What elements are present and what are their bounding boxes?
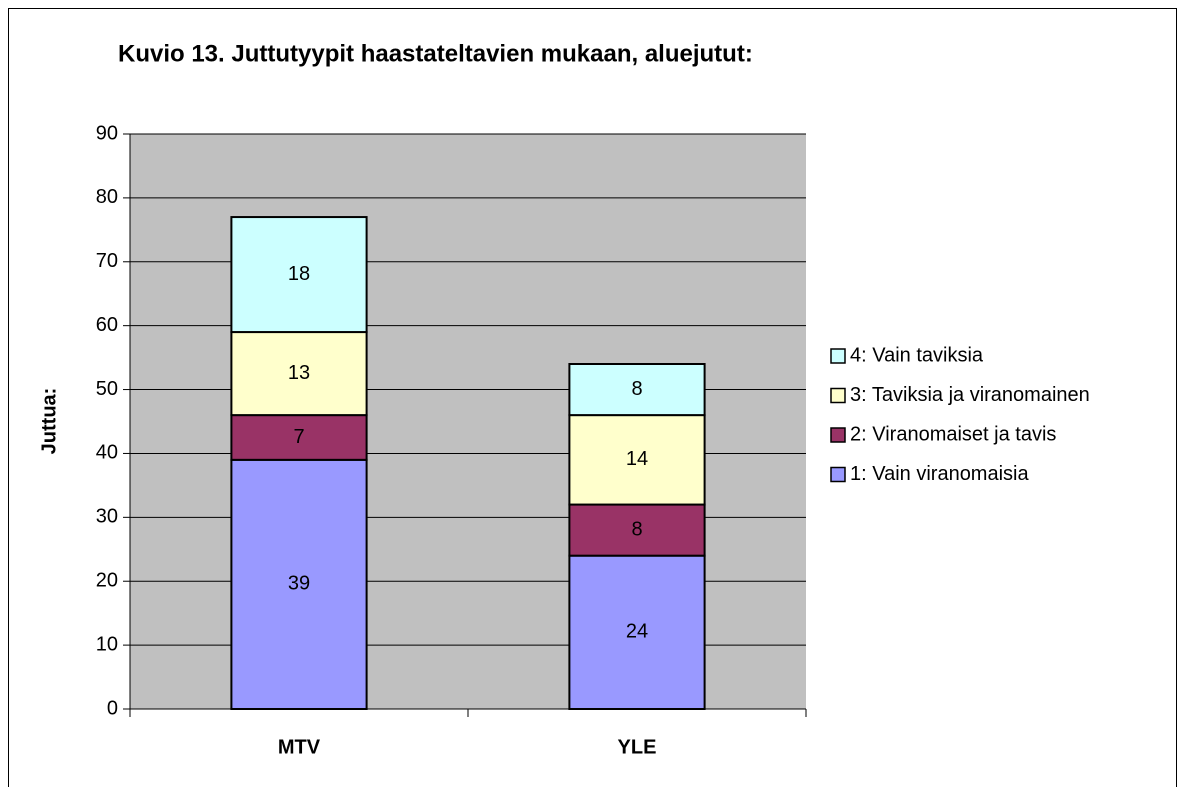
- legend-swatch: [830, 387, 846, 404]
- data-label: 8: [631, 518, 642, 540]
- data-label: 39: [288, 573, 310, 595]
- y-tick-label: 0: [107, 697, 118, 719]
- bar-segment: [230, 331, 368, 417]
- y-tick-label: 40: [96, 442, 118, 464]
- legend-swatch: [830, 427, 846, 443]
- y-tick-label: 80: [96, 186, 118, 208]
- legend-label: 4: Vain taviksia: [850, 344, 984, 366]
- x-tick-label: MTV: [278, 736, 321, 758]
- data-label: 8: [631, 378, 642, 400]
- y-tick-label: 50: [96, 378, 118, 400]
- y-axis-label: Juttua:: [38, 388, 60, 455]
- legend-swatch: [830, 466, 846, 483]
- data-label: 24: [626, 621, 648, 643]
- legend-label: 2: Viranomaiset ja tavis: [850, 423, 1056, 445]
- y-tick-label: 60: [96, 314, 118, 336]
- legend-label: 1: Vain viranomaisia: [850, 463, 1029, 485]
- data-label: 13: [288, 362, 310, 384]
- y-tick-label: 90: [96, 122, 118, 144]
- legend-swatch: [830, 348, 846, 364]
- x-tick-label: YLE: [618, 736, 657, 758]
- bar-segment: [568, 363, 706, 417]
- y-tick-label: 30: [96, 506, 118, 528]
- legend-label: 3: Taviksia ja viranomainen: [850, 384, 1090, 406]
- y-tick-label: 20: [96, 570, 118, 592]
- bar-segment: [230, 216, 368, 334]
- data-label: 7: [293, 426, 304, 448]
- data-label: 14: [626, 448, 648, 470]
- bar-segment: [230, 458, 368, 711]
- y-tick-label: 10: [96, 633, 118, 655]
- chart-title: Kuvio 13. Juttutyypit haastateltavien mu…: [118, 40, 753, 67]
- data-label: 18: [288, 263, 310, 285]
- y-tick-label: 70: [96, 250, 118, 272]
- bar-segment: [568, 554, 706, 711]
- bar-segment: [230, 414, 368, 461]
- bar-segment: [568, 414, 706, 506]
